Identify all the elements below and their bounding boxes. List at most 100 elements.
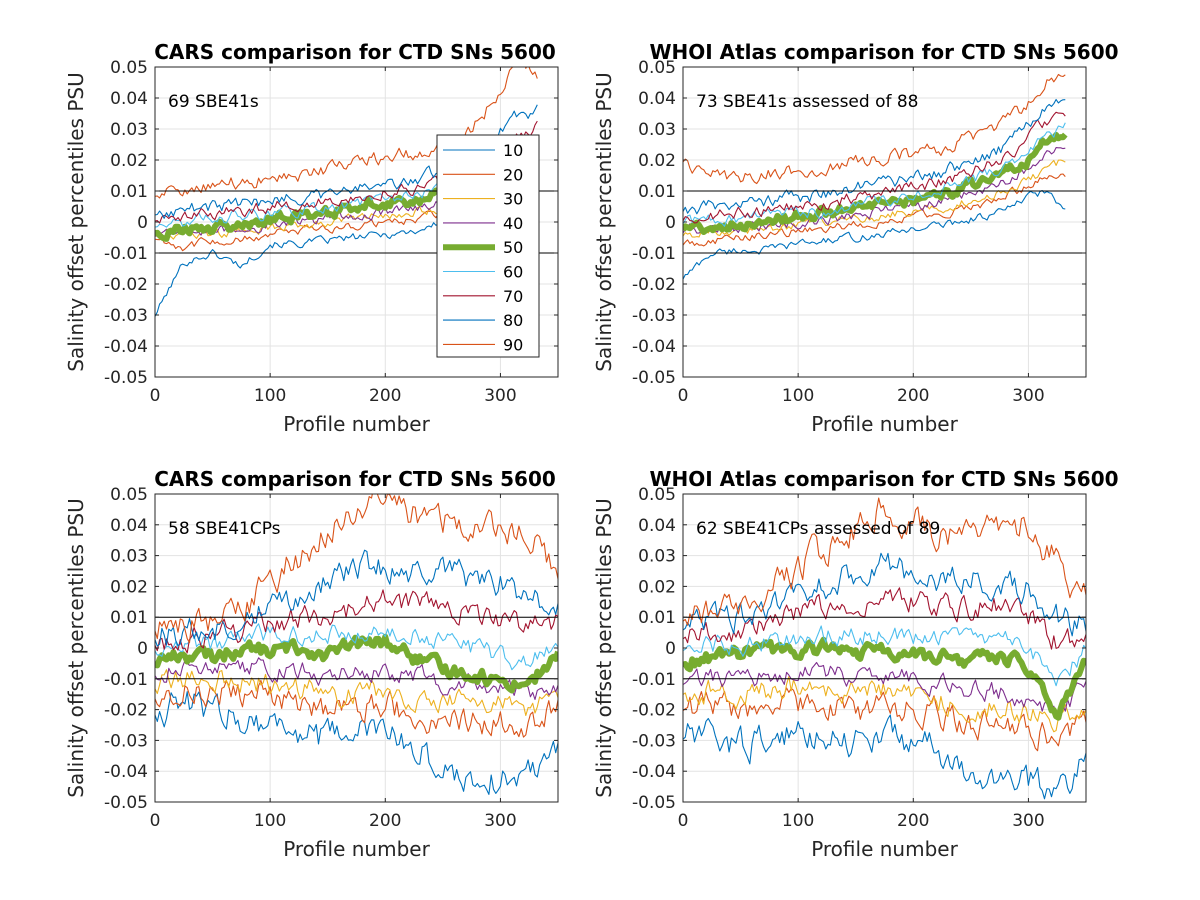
- y-tick-label: -0.02: [632, 275, 676, 295]
- y-tick-label: 0.02: [638, 151, 676, 171]
- x-axis-label: Profile number: [811, 837, 958, 861]
- panel-3: 0 100 200 300 -0.05 -0.04 -0.03 -0.02 -0.01 0 0.01…: [64, 467, 559, 861]
- legend-label: 90: [503, 335, 523, 354]
- x-tick-label: 200: [369, 811, 401, 831]
- series-line-p90: [683, 497, 1086, 626]
- series-line-p10: [683, 714, 1086, 800]
- x-tick-label: 100: [254, 811, 286, 831]
- series-line-p10: [155, 691, 558, 795]
- y-tick-label: -0.04: [104, 337, 148, 357]
- series-group: [683, 73, 1068, 280]
- y-axis-label: Salinity offset percentiles PSU: [64, 498, 88, 797]
- series-line-p90: [155, 494, 558, 644]
- y-tick-label: -0.03: [104, 306, 148, 326]
- y-tick-label: -0.02: [104, 275, 148, 295]
- x-tick-label: 200: [369, 386, 401, 406]
- y-tick-label: 0.01: [638, 182, 676, 202]
- legend-label: 50: [503, 238, 523, 257]
- y-tick-label: -0.01: [632, 244, 676, 264]
- legend-label: 40: [503, 214, 523, 233]
- y-tick-label: 0.01: [110, 182, 148, 202]
- y-tick-label: -0.04: [104, 762, 148, 782]
- y-tick-label: -0.05: [632, 368, 676, 388]
- x-tick-label: 0: [678, 386, 689, 406]
- panel-annotation: 73 SBE41s assessed of 88: [696, 92, 919, 112]
- series-line-p50: [683, 636, 1086, 721]
- panel-title: CARS comparison for CTD SNs 5600: [154, 40, 556, 64]
- legend-label: 80: [503, 311, 523, 330]
- y-tick-label: -0.04: [632, 337, 676, 357]
- series-line-p70: [155, 589, 558, 654]
- y-tick-label: 0.05: [110, 485, 148, 505]
- series-line-p70: [683, 111, 1066, 224]
- panel-title: WHOI Atlas comparison for CTD SNs 5600: [649, 40, 1118, 64]
- y-tick-label: 0.05: [638, 485, 676, 505]
- x-tick-label: 0: [150, 386, 161, 406]
- y-axis-label: Salinity offset percentiles PSU: [592, 72, 616, 371]
- x-tick-label: 300: [1012, 386, 1044, 406]
- y-tick-label: 0.05: [110, 58, 148, 78]
- panel-annotation: 69 SBE41s: [168, 92, 259, 112]
- panel-title: CARS comparison for CTD SNs 5600: [154, 467, 556, 491]
- series-line-p50: [155, 633, 558, 694]
- series-line-p80: [683, 552, 1086, 637]
- series-line-p30: [683, 675, 1086, 733]
- x-axis-label: Profile number: [283, 412, 430, 436]
- series-line-p90: [155, 67, 538, 199]
- series-line-p60: [155, 623, 558, 671]
- y-tick-label: -0.01: [104, 244, 148, 264]
- x-axis-label: Profile number: [811, 412, 958, 436]
- y-tick-label: -0.03: [104, 731, 148, 751]
- series-line-p50: [683, 131, 1068, 235]
- y-tick-label: -0.03: [632, 731, 676, 751]
- y-axis-label: Salinity offset percentiles PSU: [64, 72, 88, 371]
- x-tick-label: 300: [1012, 811, 1044, 831]
- legend-label: 20: [503, 165, 523, 184]
- panel-annotation: 58 SBE41CPs: [168, 519, 281, 539]
- y-tick-label: -0.05: [104, 793, 148, 813]
- y-tick-label: 0: [665, 639, 676, 659]
- y-tick-label: -0.01: [632, 670, 676, 690]
- series-group: [155, 494, 558, 795]
- x-tick-label: 0: [150, 811, 161, 831]
- y-axis-label: Salinity offset percentiles PSU: [592, 498, 616, 797]
- x-axis-label: Profile number: [283, 837, 430, 861]
- panel-title: WHOI Atlas comparison for CTD SNs 5600: [649, 467, 1118, 491]
- y-tick-label: 0.03: [110, 120, 148, 140]
- y-tick-label: 0.04: [638, 516, 676, 536]
- series-line-p10: [683, 189, 1066, 280]
- legend-label: 30: [503, 190, 523, 209]
- y-tick-label: 0.04: [110, 89, 148, 109]
- panel-annotation: 62 SBE41CPs assessed of 89: [696, 519, 940, 539]
- y-tick-label: 0.05: [638, 58, 676, 78]
- x-tick-label: 300: [484, 386, 516, 406]
- y-tick-label: -0.01: [104, 670, 148, 690]
- panel-2: 0 100 200 300 -0.05 -0.04 -0.03 -0.02 -0.01 0 0.01…: [592, 40, 1119, 436]
- y-tick-label: 0.03: [638, 547, 676, 567]
- series-line-p60: [683, 625, 1086, 687]
- legend-label: 10: [503, 141, 523, 160]
- series-line-p30: [155, 669, 558, 717]
- legend-label: 70: [503, 287, 523, 306]
- y-tick-label: 0: [137, 639, 148, 659]
- x-tick-label: 100: [782, 811, 814, 831]
- y-tick-label: 0: [137, 213, 148, 233]
- y-tick-label: 0.03: [638, 120, 676, 140]
- series-line-p20: [683, 687, 1086, 752]
- y-tick-label: 0.02: [110, 577, 148, 597]
- series-line-p80: [683, 98, 1066, 215]
- y-tick-label: 0.02: [110, 151, 148, 171]
- legend: 10 20 30 40 50 60 70 80 90: [436, 134, 540, 358]
- series-line-p90: [683, 73, 1066, 185]
- y-tick-label: 0.02: [638, 577, 676, 597]
- y-tick-label: 0.04: [110, 516, 148, 536]
- y-tick-label: -0.05: [632, 793, 676, 813]
- x-tick-label: 200: [897, 386, 929, 406]
- y-tick-label: 0: [665, 213, 676, 233]
- y-tick-label: -0.02: [104, 701, 148, 721]
- y-tick-label: 0.01: [638, 608, 676, 628]
- panel-4: 0 100 200 300 -0.05 -0.04 -0.03 -0.02 -0.01 0 0.01…: [592, 467, 1119, 861]
- series-line-p20: [155, 679, 558, 738]
- series-line-p40: [683, 661, 1086, 716]
- series-group: [683, 497, 1086, 800]
